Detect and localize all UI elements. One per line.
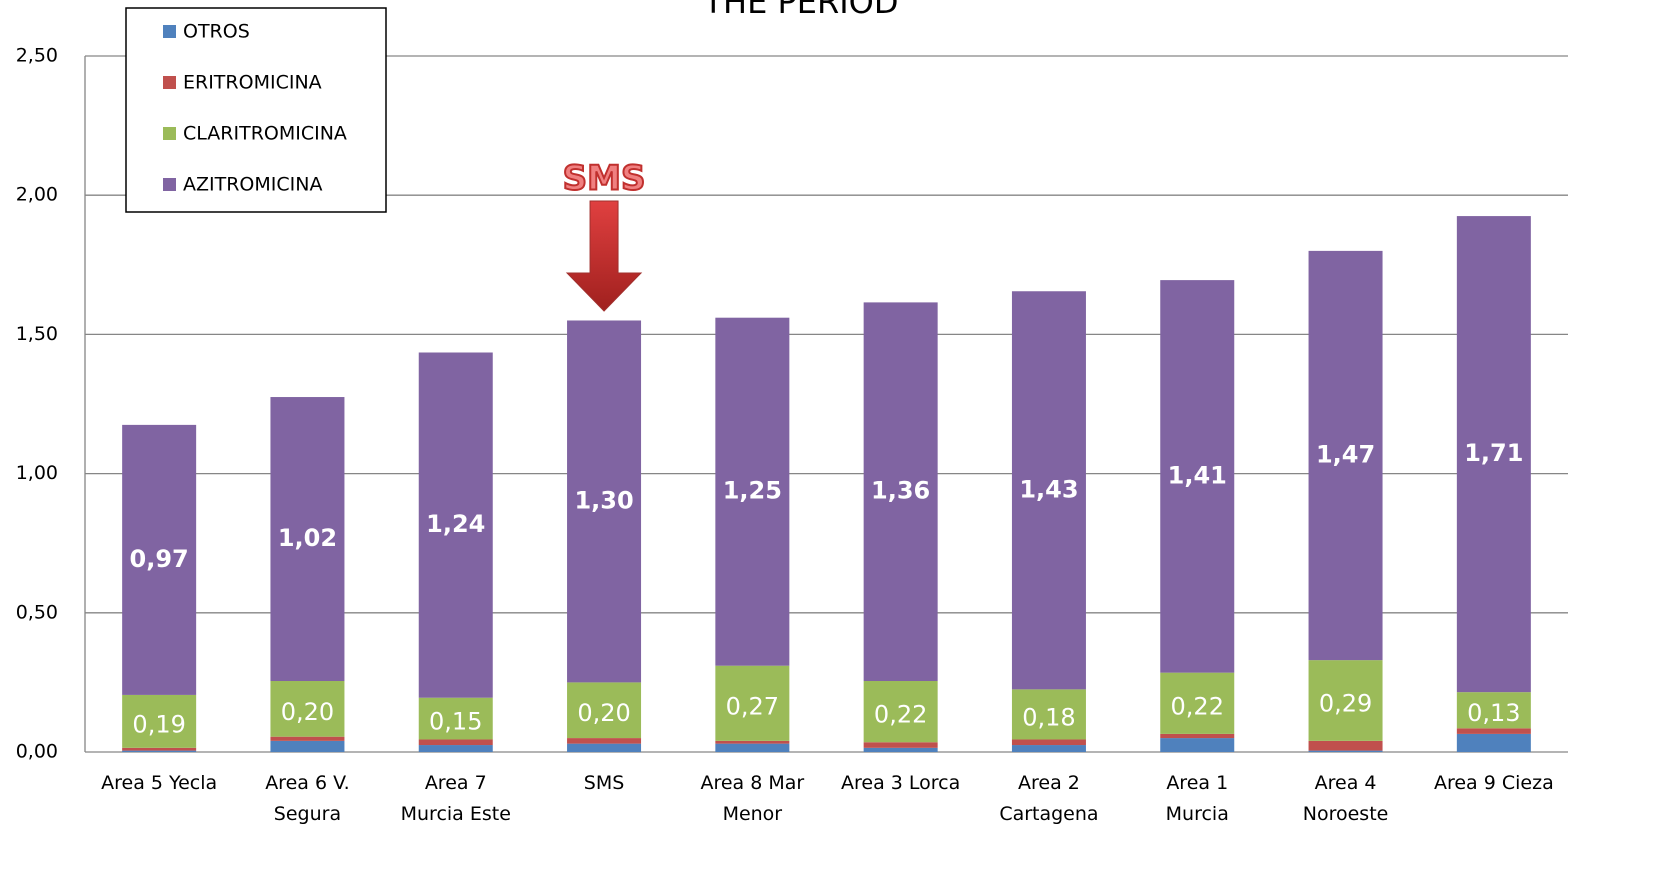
bar-segment [1011,291,1086,690]
bar-segment [715,317,790,666]
bar-segment [567,682,642,739]
bar-segment [863,681,938,743]
legend-swatch [163,25,176,38]
data-label: 0,15 [429,708,482,736]
bar-segment [1456,733,1531,752]
bar-segment [567,743,642,752]
bar-segment [863,302,938,682]
data-label: 0,27 [726,692,779,720]
data-label: 1,24 [426,510,485,538]
legend-swatch [163,127,176,140]
legend-swatch [163,178,176,191]
bar-segment [1160,672,1235,734]
bar-segment [1011,689,1086,740]
y-tick-label: 2,50 [16,45,58,67]
bar-segment [1308,250,1383,661]
bar-segment [715,743,790,752]
y-tick-label: 1,00 [16,462,58,484]
data-label: 0,18 [1022,703,1075,731]
data-label: 0,22 [874,701,927,729]
bar-segment [270,736,345,741]
bar-segment [1160,738,1235,752]
bar-segment [1308,740,1383,751]
bar-segment [418,697,493,740]
bar-segment [270,740,345,752]
bar-segment [1011,739,1086,746]
legend-label: OTROS [183,21,250,43]
bar-segment [1308,750,1383,752]
bar-segment [1456,692,1531,729]
data-label: 1,30 [574,486,633,514]
bar-segment [122,694,197,748]
x-tick-label: Area 9 Cieza [1433,772,1554,794]
data-label: 0,22 [1171,692,1224,720]
x-tick-label: Area 2 Cartagena [999,772,1099,825]
bar-segment [863,747,938,752]
bar-segment [1456,728,1531,734]
bar-segment [567,738,642,744]
data-label: 1,43 [1019,475,1078,503]
bar-segment [1160,280,1235,673]
bar-segment [122,747,197,751]
data-label: 1,71 [1464,439,1523,467]
data-label: 0,19 [132,710,185,738]
annotation: SMS [563,159,646,199]
legend-label: CLARITROMICINA [183,123,347,145]
data-label: 0,29 [1319,689,1372,717]
x-tick-label: SMS [583,772,625,794]
legend-swatch [163,76,176,89]
data-label: 0,20 [281,698,334,726]
x-tick-label: Area 8 Mar Menor [700,772,805,825]
data-label: 0,97 [130,545,189,573]
data-label: 1,41 [1168,461,1227,489]
y-tick-label: 0,50 [16,601,58,623]
bar-segment [715,740,790,744]
bar-segment [567,320,642,683]
bar-segment [122,750,197,752]
data-label: 1,47 [1316,441,1375,469]
bar-segment [1456,216,1531,693]
bar-segment [863,742,938,748]
x-tick-label: Area 4 Noroeste [1302,772,1389,825]
legend-label: ERITROMICINA [183,72,322,94]
bar-segment [418,352,493,698]
data-label: 0,20 [577,699,630,727]
legend-label: AZITROMICINA [183,174,322,196]
bar-segment [418,739,493,746]
data-label: 0,13 [1467,699,1520,727]
bar-segment [270,397,345,682]
y-tick-label: 1,50 [16,323,58,345]
arrow [565,200,643,312]
y-tick-label: 2,00 [16,184,58,206]
bar-segment [1011,745,1086,752]
bar-segment [1160,733,1235,739]
x-tick-label: Area 1 Murcia [1165,772,1229,825]
bar-segment [715,665,790,741]
bar-segment [1308,660,1383,741]
x-tick-label: Area 6 V. Segura [265,772,350,825]
data-label: 1,25 [723,477,782,505]
bar-segment [418,745,493,752]
data-label: 1,02 [278,524,337,552]
x-tick-label: Area 3 Lorca [841,772,961,794]
x-tick-label: Area 5 Yecla [101,772,218,794]
bar-segment [122,424,197,695]
bar-segment [270,681,345,737]
chart-title: THE PERIOD [702,0,898,21]
x-tick-label: Area 7 Murcia Este [400,772,511,825]
data-label: 1,36 [871,477,930,505]
y-tick-label: 0,00 [16,741,58,763]
